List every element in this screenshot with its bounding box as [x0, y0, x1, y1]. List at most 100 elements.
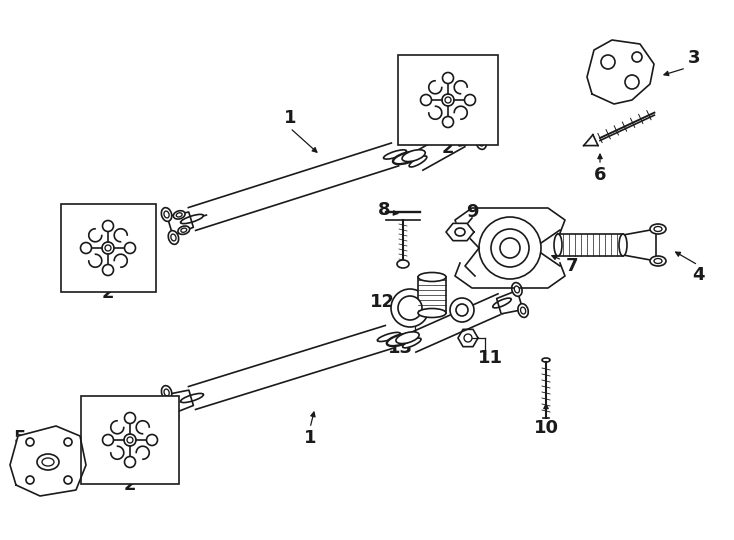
Text: 5: 5 [14, 429, 26, 447]
Ellipse shape [512, 282, 522, 296]
Ellipse shape [171, 412, 176, 419]
Polygon shape [587, 40, 654, 104]
Ellipse shape [168, 231, 178, 244]
Polygon shape [497, 291, 523, 314]
Ellipse shape [377, 333, 400, 341]
Ellipse shape [391, 289, 429, 327]
Ellipse shape [542, 358, 550, 362]
Ellipse shape [161, 386, 172, 400]
Text: 2: 2 [102, 284, 115, 302]
Ellipse shape [37, 454, 59, 470]
Ellipse shape [409, 156, 427, 167]
Ellipse shape [515, 286, 520, 293]
Ellipse shape [125, 242, 136, 253]
Polygon shape [189, 326, 393, 409]
Ellipse shape [632, 52, 642, 62]
Bar [398, 55, 498, 145]
Ellipse shape [625, 75, 639, 89]
Text: 2: 2 [124, 476, 137, 494]
Ellipse shape [479, 139, 484, 146]
Ellipse shape [168, 409, 178, 422]
Bar [60, 204, 156, 292]
Ellipse shape [124, 434, 136, 446]
Ellipse shape [181, 228, 186, 232]
Ellipse shape [181, 214, 203, 224]
Ellipse shape [500, 238, 520, 258]
Polygon shape [446, 224, 474, 241]
Ellipse shape [383, 150, 407, 159]
Ellipse shape [472, 118, 477, 125]
Ellipse shape [654, 259, 662, 264]
Ellipse shape [520, 307, 526, 314]
Ellipse shape [493, 298, 511, 308]
Ellipse shape [654, 226, 662, 232]
Ellipse shape [64, 476, 72, 484]
Text: 12: 12 [369, 293, 394, 311]
Text: 7: 7 [566, 257, 578, 275]
Ellipse shape [398, 296, 422, 320]
Ellipse shape [403, 338, 421, 348]
Polygon shape [10, 426, 86, 496]
Ellipse shape [450, 298, 474, 322]
Ellipse shape [470, 114, 480, 129]
Ellipse shape [105, 245, 111, 251]
Ellipse shape [103, 435, 114, 446]
Polygon shape [167, 390, 193, 414]
Text: 2: 2 [442, 139, 454, 157]
Ellipse shape [181, 394, 203, 402]
Ellipse shape [465, 94, 476, 105]
Text: 8: 8 [378, 201, 390, 219]
Ellipse shape [402, 150, 425, 161]
Ellipse shape [176, 213, 182, 217]
Ellipse shape [491, 229, 529, 267]
Text: 1: 1 [284, 109, 297, 127]
Ellipse shape [103, 265, 114, 275]
Bar [558, 234, 623, 256]
Ellipse shape [164, 211, 169, 218]
Ellipse shape [161, 208, 172, 221]
Ellipse shape [476, 136, 487, 150]
Ellipse shape [443, 117, 454, 127]
Ellipse shape [650, 224, 666, 234]
Ellipse shape [102, 242, 114, 254]
Text: 1: 1 [304, 429, 316, 447]
Ellipse shape [125, 456, 136, 468]
Text: 13: 13 [388, 339, 413, 357]
Ellipse shape [173, 211, 185, 219]
Ellipse shape [396, 332, 419, 343]
Ellipse shape [451, 132, 469, 144]
Polygon shape [189, 143, 399, 231]
Ellipse shape [650, 256, 666, 266]
Ellipse shape [147, 435, 158, 446]
Ellipse shape [464, 334, 472, 342]
Text: 4: 4 [691, 266, 704, 284]
Ellipse shape [127, 437, 133, 443]
Text: 11: 11 [478, 349, 503, 367]
Ellipse shape [125, 413, 136, 423]
Polygon shape [408, 294, 506, 352]
Bar [418, 277, 446, 313]
Ellipse shape [393, 152, 419, 164]
Polygon shape [167, 212, 193, 235]
Ellipse shape [397, 260, 409, 268]
Ellipse shape [81, 242, 92, 253]
Text: 10: 10 [534, 419, 559, 437]
Ellipse shape [518, 303, 528, 318]
Ellipse shape [178, 226, 189, 234]
Ellipse shape [418, 308, 446, 318]
Ellipse shape [456, 304, 468, 316]
Ellipse shape [619, 234, 627, 256]
Ellipse shape [171, 234, 176, 241]
Ellipse shape [421, 94, 432, 105]
Ellipse shape [418, 273, 446, 281]
Ellipse shape [103, 220, 114, 232]
Text: 6: 6 [594, 166, 606, 184]
Ellipse shape [26, 476, 34, 484]
Text: 3: 3 [688, 49, 700, 67]
Ellipse shape [442, 94, 454, 106]
Ellipse shape [479, 217, 541, 279]
Ellipse shape [164, 389, 170, 396]
Ellipse shape [443, 72, 454, 84]
Ellipse shape [601, 55, 615, 69]
Ellipse shape [42, 458, 54, 466]
